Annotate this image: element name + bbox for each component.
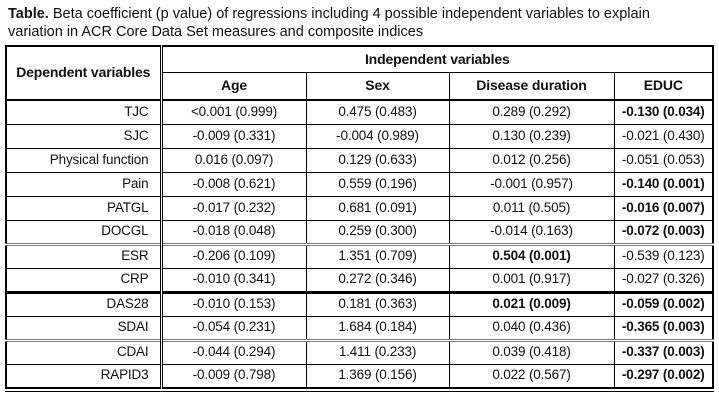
value-cell: 0.259 (0.300) [305,219,450,245]
row-label-crp: CRP [5,267,163,293]
table-row: DAS28 -0.010 (0.153) 0.181 (0.363) 0.021 (0… [5,290,714,317]
table-row: PATGL -0.017 (0.232) 0.681 (0.091) 0.011 (0… [5,195,714,221]
value-cell: -0.044 (0.294) [160,338,307,365]
row-label-physical-function: Physical function [5,147,163,173]
value-cell: 0.130 (0.239) [448,123,615,149]
value-cell: 0.475 (0.483) [305,99,450,125]
value-cell: -0.004 (0.989) [305,123,450,149]
value-cell: -0.009 (0.798) [160,363,307,389]
row-label-rapid3: RAPID3 [5,363,163,389]
value-cell: 0.040 (0.436) [448,315,615,341]
value-cell: 0.001 (0.917) [448,267,615,293]
column-header-educ: EDUC [613,71,714,101]
column-header-sex: Sex [305,71,450,101]
value-cell: 0.559 (0.196) [305,171,450,197]
header-row-columns: Age Sex Disease duration EDUC [6,71,714,101]
row-label-sdai: SDAI [5,315,163,341]
value-cell: -0.001 (0.957) [448,171,615,197]
table-caption-text: Beta coefficient (p value) of regression… [8,6,650,40]
dependent-variables-header: Dependent variables [5,45,163,101]
value-cell: -0.021 (0.430) [613,123,714,149]
table-row: Physical function 0.016 (0.097) 0.129 (0.6… [5,147,714,173]
value-cell: 0.129 (0.633) [305,147,450,173]
value-cell: 0.016 (0.097) [160,147,307,173]
value-cell: -0.018 (0.048) [160,219,307,245]
value-cell: -0.027 (0.326) [613,267,714,293]
table-row: CDAI -0.044 (0.294) 1.411 (0.233) 0.039 (0.… [5,338,714,365]
value-cell: 0.011 (0.505) [448,195,615,221]
value-cell: 1.411 (0.233) [305,338,450,365]
value-cell: 1.351 (0.709) [305,242,450,269]
row-label-das28: DAS28 [5,290,163,317]
header-row-groups: Dependent variables Independent variable… [5,45,714,101]
table-caption-label: Table. [8,6,49,22]
table-row: Pain -0.008 (0.621) 0.559 (0.196) -0.001 (0… [5,171,714,197]
table-row: RAPID3 -0.009 (0.798) 1.369 (0.156) 0.022 (… [5,363,714,389]
value-cell: -0.140 (0.001) [613,171,714,197]
table-row: DOCGL -0.018 (0.048) 0.259 (0.300) -0.014 (… [5,219,714,245]
value-cell: -0.337 (0.003) [613,338,714,365]
value-cell: -0.016 (0.007) [613,195,714,221]
value-cell: 0.289 (0.292) [448,99,615,125]
row-label-sjc: SJC [5,123,163,149]
row-label-cdai: CDAI [5,338,163,365]
value-cell: -0.130 (0.034) [613,99,714,125]
value-cell: <0.001 (0.999) [160,99,307,125]
row-label-pain: Pain [5,171,163,197]
value-cell: 1.369 (0.156) [305,363,450,389]
table-row: TJC <0.001 (0.999) 0.475 (0.483) 0.289 (0.2… [5,99,714,125]
value-cell: -0.072 (0.003) [613,219,714,245]
value-cell: -0.051 (0.053) [613,147,714,173]
value-cell: 0.039 (0.418) [448,338,615,365]
value-cell: -0.297 (0.002) [613,363,714,389]
value-cell: 1.684 (0.184) [305,315,450,341]
independent-variables-header: Independent variables [160,45,714,73]
table-body: TJC <0.001 (0.999) 0.475 (0.483) 0.289 (0.2… [5,99,714,389]
row-label-patgl: PATGL [5,195,163,221]
value-cell: -0.539 (0.123) [613,242,714,269]
value-cell: -0.059 (0.002) [613,290,714,317]
table-row: ESR -0.206 (0.109) 1.351 (0.709) 0.504 (0.0… [5,242,714,269]
row-label-docgl: DOCGL [5,219,163,245]
table-caption: Table. Beta coefficient (p value) of reg… [8,6,705,41]
column-header-disease-duration: Disease duration [448,71,615,101]
table-row: SDAI -0.054 (0.231) 1.684 (0.184) 0.040 (0.… [5,315,714,341]
value-cell: 0.504 (0.001) [448,242,615,269]
column-header-age: Age [160,71,307,101]
regression-table: Dependent variables Independent variable… [5,45,715,389]
value-cell: -0.017 (0.232) [160,195,307,221]
value-cell: -0.010 (0.341) [160,267,307,293]
value-cell: 0.021 (0.009) [448,290,615,317]
row-label-tjc: TJC [5,99,163,125]
value-cell: 0.681 (0.091) [305,195,450,221]
value-cell: 0.012 (0.256) [448,147,615,173]
row-label-esr: ESR [5,242,163,269]
value-cell: -0.010 (0.153) [160,290,307,317]
value-cell: 0.272 (0.346) [305,267,450,293]
regression-table-wrap: Dependent variables Independent variable… [5,45,715,392]
table-row: CRP -0.010 (0.341) 0.272 (0.346) 0.001 (0.9… [5,267,714,293]
value-cell: -0.009 (0.331) [160,123,307,149]
value-cell: -0.014 (0.163) [448,219,615,245]
value-cell: -0.054 (0.231) [160,315,307,341]
table-row: SJC -0.009 (0.331) -0.004 (0.989) 0.130 (0.… [5,123,714,149]
value-cell: 0.022 (0.567) [448,363,615,389]
value-cell: -0.365 (0.003) [613,315,714,341]
value-cell: 0.181 (0.363) [305,290,450,317]
value-cell: -0.008 (0.621) [160,171,307,197]
value-cell: -0.206 (0.109) [160,242,307,269]
